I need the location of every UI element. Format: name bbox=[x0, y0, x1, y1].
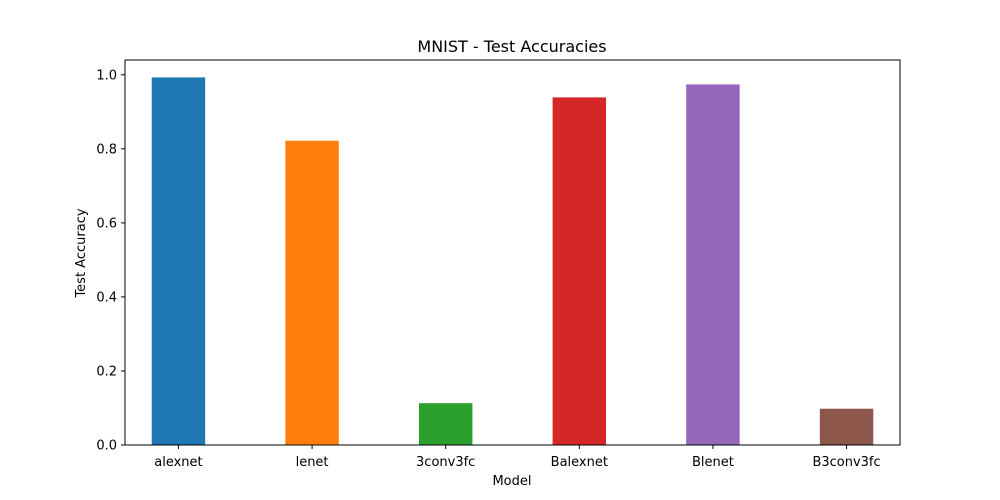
bar-3conv3fc bbox=[418, 403, 473, 445]
x-tick-label-alexnet: alexnet bbox=[154, 455, 202, 470]
y-tick-label: 0.8 bbox=[96, 142, 117, 157]
bar-Balexnet bbox=[552, 97, 607, 445]
chart-title: MNIST - Test Accuracies bbox=[417, 37, 606, 56]
bar-Blenet bbox=[686, 84, 740, 446]
x-axis-label: Model bbox=[492, 474, 531, 489]
x-tick-label-3conv3fc: 3conv3fc bbox=[416, 455, 475, 470]
y-tick-label: 0.4 bbox=[96, 290, 117, 305]
bar-B3conv3fc bbox=[819, 408, 874, 445]
x-tick-label-B3conv3fc: B3conv3fc bbox=[812, 455, 880, 470]
y-tick-label: 0.2 bbox=[96, 364, 117, 379]
x-axis: alexnet lenet 3conv3fc Balexnet Blenet B3conv… bbox=[154, 445, 881, 470]
x-tick-label-Blenet: Blenet bbox=[692, 455, 734, 470]
y-axis-label: Test Accuracy bbox=[74, 208, 89, 298]
bars bbox=[151, 77, 874, 446]
y-axis: 0.0 0.2 0.4 0.6 0.8 1.0 bbox=[96, 68, 125, 454]
plot-frame bbox=[124, 59, 901, 446]
y-tick-label: 0.6 bbox=[96, 216, 117, 231]
y-tick-label: 1.0 bbox=[96, 68, 117, 83]
x-tick-label-Balexnet: Balexnet bbox=[551, 455, 608, 470]
bar-alexnet bbox=[151, 77, 206, 446]
bar-lenet bbox=[285, 140, 339, 445]
x-tick-label-lenet: lenet bbox=[296, 455, 329, 470]
y-tick-label: 0.0 bbox=[96, 439, 117, 454]
